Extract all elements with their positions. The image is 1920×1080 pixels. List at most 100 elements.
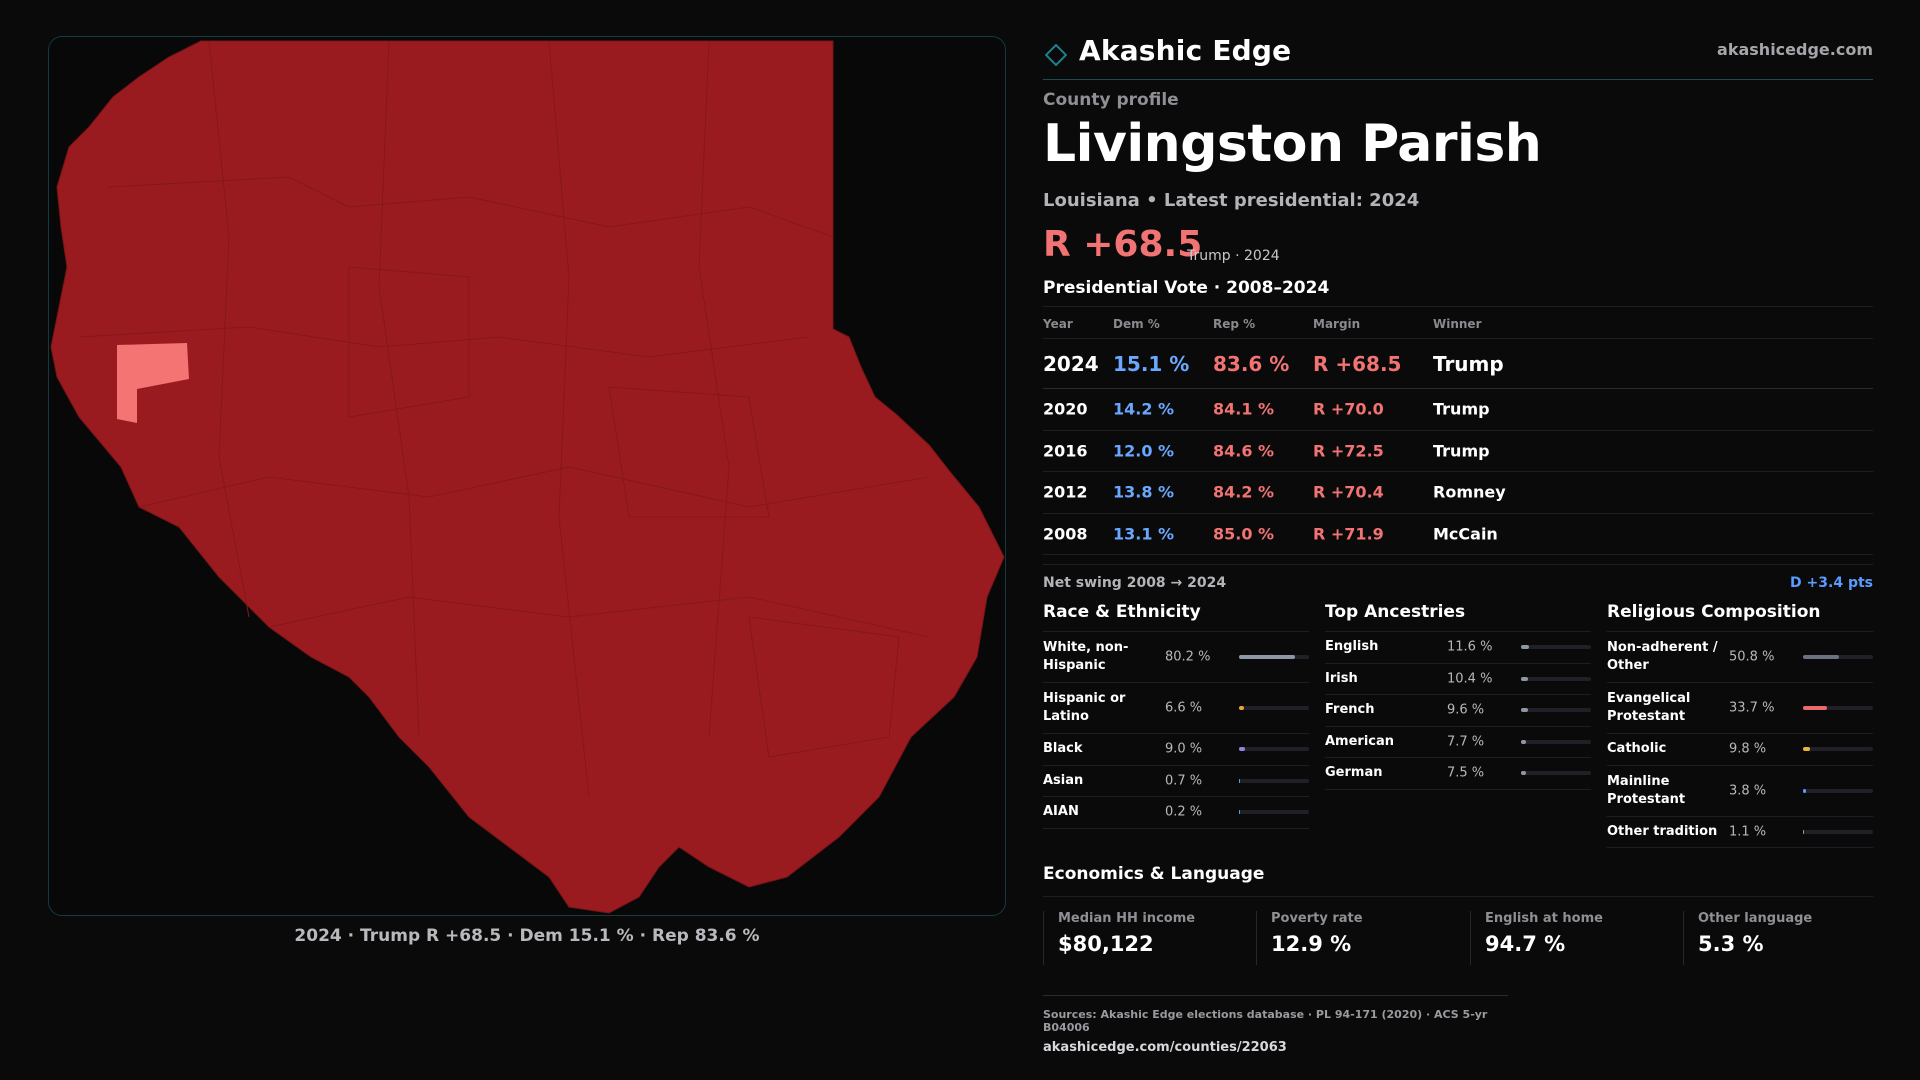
stat-value: 9.0 % xyxy=(1165,741,1203,757)
stat-row: AIAN 0.2 % xyxy=(1043,797,1309,829)
economics-row: Median HH income $80,122 Poverty rate 12… xyxy=(1043,896,1873,970)
eyebrow-label: County profile xyxy=(1043,90,1179,110)
stat-bar-fill xyxy=(1803,655,1839,659)
stat-value: 80.2 % xyxy=(1165,649,1211,665)
vote-table: Year Dem % Rep % Margin Winner 2024 15.1… xyxy=(1043,306,1873,555)
stat-bar-fill xyxy=(1803,747,1810,752)
stat-bar-fill xyxy=(1803,829,1805,834)
stat-bar-fill xyxy=(1521,708,1528,713)
stat-label: Black xyxy=(1043,741,1083,757)
table-row: 2024 15.1 % 83.6 % R +68.5 Trump xyxy=(1043,339,1873,389)
ancestry-title: Top Ancestries xyxy=(1325,602,1591,632)
stat-bar xyxy=(1521,771,1591,776)
econ-value: 12.9 % xyxy=(1271,932,1352,956)
stat-row: French 9.6 % xyxy=(1325,695,1591,727)
stat-value: 9.8 % xyxy=(1729,741,1767,757)
stat-row: Black 9.0 % xyxy=(1043,734,1309,766)
subdivision-lines xyxy=(78,40,930,798)
stat-label: Irish xyxy=(1325,670,1358,686)
stat-bar xyxy=(1521,708,1591,713)
econ-label: Other language xyxy=(1698,911,1813,926)
race-section: Race & Ethnicity White, non-Hispanic 80.… xyxy=(1043,602,1309,829)
stat-bar xyxy=(1521,645,1591,650)
county-subtitle: Louisiana • Latest presidential: 2024 xyxy=(1043,190,1420,211)
sources-text: Sources: Akashic Edge elections database… xyxy=(1043,1008,1488,1034)
ancestry-section: Top Ancestries English 11.6 % Irish 10.4… xyxy=(1325,602,1591,790)
cell-dem: 14.2 % xyxy=(1113,399,1175,419)
map-caption: 2024 · Trump R +68.5 · Dem 15.1 % · Rep … xyxy=(294,926,760,946)
stat-row: English 11.6 % xyxy=(1325,632,1591,664)
stat-value: 50.8 % xyxy=(1729,649,1775,665)
brand-name: Akashic Edge xyxy=(1079,34,1292,67)
county-shape[interactable] xyxy=(50,40,1005,914)
stat-label: German xyxy=(1325,765,1383,781)
header-dem: Dem % xyxy=(1113,317,1160,331)
header-winner: Winner xyxy=(1433,317,1482,331)
econ-value: $80,122 xyxy=(1058,932,1154,956)
cell-rep: 85.0 % xyxy=(1213,524,1275,544)
page-title: Livingston Parish xyxy=(1043,114,1542,174)
stat-bar-fill xyxy=(1239,778,1241,783)
stat-bar-fill xyxy=(1521,645,1530,650)
profile-panel: Akashic Edge akashicedge.com County prof… xyxy=(1043,0,1873,1080)
stat-row: Hispanic or Latino 6.6 % xyxy=(1043,683,1309,734)
religion-section: Religious Composition Non-adherent / Oth… xyxy=(1607,602,1873,848)
map-panel[interactable] xyxy=(48,36,1006,916)
vote-table-header: Year Dem % Rep % Margin Winner xyxy=(1043,307,1873,339)
county-url-link[interactable]: akashicedge.com/counties/22063 xyxy=(1043,1040,1287,1055)
stat-value: 11.6 % xyxy=(1447,639,1493,655)
stat-value: 33.7 % xyxy=(1729,700,1775,716)
stat-value: 6.6 % xyxy=(1165,700,1203,716)
cell-rep: 84.2 % xyxy=(1213,482,1275,502)
cell-winner: Trump xyxy=(1433,351,1504,376)
county-map[interactable] xyxy=(49,37,1006,916)
stat-label: Mainline Protestant xyxy=(1607,773,1686,807)
religion-title: Religious Composition xyxy=(1607,602,1873,632)
highlighted-subdivision[interactable] xyxy=(117,343,189,423)
stat-bar-fill xyxy=(1239,655,1296,659)
margin-headline: R +68.5 xyxy=(1043,224,1203,265)
stat-label: American xyxy=(1325,733,1395,749)
econ-value: 5.3 % xyxy=(1698,932,1764,956)
cell-year: 2012 xyxy=(1043,482,1088,502)
stat-bar xyxy=(1239,706,1309,710)
stat-row: Non-adherent / Other 50.8 % xyxy=(1607,632,1873,683)
cell-dem: 13.1 % xyxy=(1113,524,1175,544)
stat-label: Evangelical Protestant xyxy=(1607,691,1691,724)
cell-margin: R +70.0 xyxy=(1313,399,1384,419)
cell-winner: McCain xyxy=(1433,524,1498,544)
cell-year: 2016 xyxy=(1043,441,1088,461)
footer: Sources: Akashic Edge elections database… xyxy=(1043,995,1508,1055)
stat-bar xyxy=(1803,829,1873,834)
econ-value: 94.7 % xyxy=(1485,932,1566,956)
stat-value: 3.8 % xyxy=(1729,783,1767,798)
stat-label: Catholic xyxy=(1607,741,1667,757)
stat-bar xyxy=(1803,706,1873,710)
header-rep: Rep % xyxy=(1213,317,1256,331)
stat-bar xyxy=(1239,778,1309,783)
econ-card-other-language: Other language 5.3 % xyxy=(1683,911,1812,965)
cell-dem: 12.0 % xyxy=(1113,441,1175,461)
econ-card-english: English at home 94.7 % xyxy=(1470,911,1603,965)
stat-row: Catholic 9.8 % xyxy=(1607,734,1873,766)
stat-row: Asian 0.7 % xyxy=(1043,766,1309,797)
brand-url-link[interactable]: akashicedge.com xyxy=(1717,40,1873,59)
cell-dem: 13.8 % xyxy=(1113,482,1175,502)
cell-year: 2020 xyxy=(1043,399,1088,419)
stat-label: English xyxy=(1325,639,1379,655)
stat-label: French xyxy=(1325,702,1375,718)
vote-section-title: Presidential Vote · 2008–2024 xyxy=(1043,278,1330,298)
stat-bar xyxy=(1803,788,1873,793)
cell-year: 2008 xyxy=(1043,524,1088,544)
stat-value: 1.1 % xyxy=(1729,824,1767,840)
race-title: Race & Ethnicity xyxy=(1043,602,1309,632)
cell-rep: 84.6 % xyxy=(1213,441,1275,461)
brand-header: Akashic Edge akashicedge.com xyxy=(1043,30,1873,80)
stat-label: AIAN xyxy=(1043,804,1079,820)
stat-bar xyxy=(1239,655,1309,659)
stat-row: Mainline Protestant 3.8 % xyxy=(1607,766,1873,817)
economics-title: Economics & Language xyxy=(1043,864,1265,884)
header-year: Year xyxy=(1043,317,1073,331)
econ-label: Poverty rate xyxy=(1271,911,1363,926)
stat-label: White, non-Hispanic xyxy=(1043,640,1129,673)
